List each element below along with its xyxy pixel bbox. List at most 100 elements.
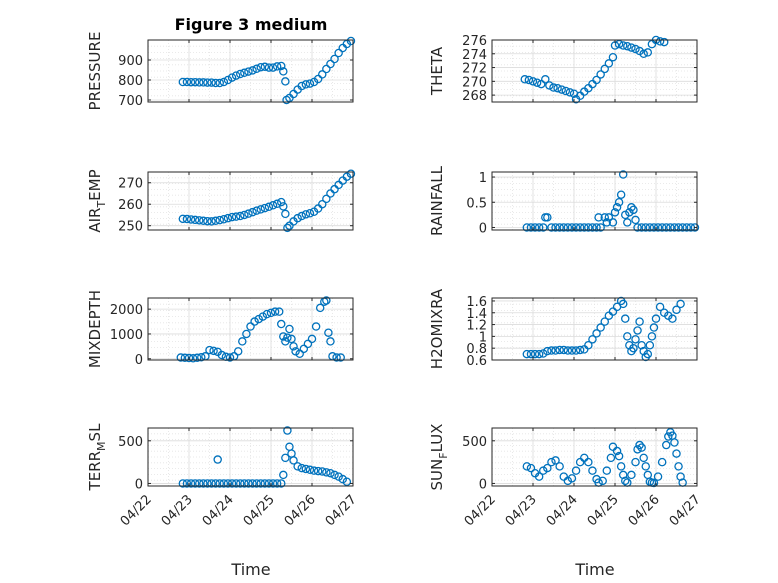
- data-point: [223, 213, 233, 223]
- data-point: [567, 223, 577, 232]
- data-point: [520, 75, 530, 84]
- data-point: [176, 353, 186, 362]
- data-point: [672, 449, 681, 458]
- y-axis-label: THETA: [428, 46, 446, 96]
- data-point: [604, 59, 614, 68]
- data-point: [330, 470, 339, 480]
- data-point: [178, 479, 188, 488]
- data-point: [627, 470, 636, 480]
- data-point: [655, 302, 665, 312]
- data-point: [223, 75, 233, 85]
- data-point: [608, 52, 618, 62]
- axes-box: [147, 39, 354, 103]
- data-point: [289, 456, 298, 465]
- data-point: [256, 479, 265, 488]
- data-point: [526, 223, 536, 232]
- y-tick-label: 268: [462, 89, 487, 104]
- data-point: [649, 223, 659, 232]
- data-point: [211, 216, 220, 226]
- data-point: [664, 432, 673, 441]
- data-point: [252, 206, 261, 215]
- data-point: [260, 479, 270, 488]
- data-point: [293, 213, 302, 223]
- data-point: [194, 78, 204, 87]
- y-tick-label: 0.8: [466, 342, 487, 357]
- data-point: [235, 69, 245, 79]
- y-tick-label: 250: [118, 220, 143, 235]
- data-point: [629, 343, 638, 353]
- data-point: [621, 476, 630, 486]
- data-point: [530, 349, 540, 359]
- data-point: [618, 170, 628, 179]
- data-point: [227, 73, 237, 82]
- data-point: [233, 347, 243, 356]
- subplot-mixdepth: 0 1000 2000 MIXDEPTH: [86, 290, 354, 368]
- y-axis-label: H2OMIXRA: [428, 288, 446, 369]
- axes-box: [491, 171, 698, 231]
- y-tick-label: 0.5: [466, 196, 487, 211]
- data-point: [199, 78, 208, 87]
- data-point: [322, 296, 331, 305]
- data-point: [227, 212, 237, 222]
- x-tick-label: 04/26: [282, 492, 319, 529]
- data-point: [651, 314, 661, 323]
- data-point: [543, 213, 552, 222]
- data-point: [657, 223, 667, 232]
- data-point: [584, 340, 593, 350]
- data-point: [231, 71, 241, 80]
- data-point: [268, 63, 278, 72]
- data-point: [670, 223, 679, 232]
- data-point: [627, 43, 636, 52]
- data-point: [666, 223, 675, 232]
- data-point: [618, 41, 628, 50]
- data-point: [248, 479, 257, 488]
- data-point: [240, 210, 249, 220]
- data-point: [244, 209, 253, 218]
- data-point: [602, 466, 612, 475]
- data-point: [217, 350, 227, 360]
- x-tick-label: 04/27: [323, 492, 360, 529]
- y-axis-label-main: SUN: [428, 459, 446, 491]
- data-point: [330, 54, 339, 64]
- x-tick-label: 04/26: [626, 492, 663, 529]
- axes-box: [491, 39, 698, 103]
- data-point: [256, 205, 265, 214]
- y-axis-label: RAINFALL: [428, 165, 446, 236]
- data-point: [580, 223, 589, 232]
- data-point: [592, 75, 601, 85]
- data-point: [283, 223, 292, 233]
- y-axis-label-main: AIR: [86, 208, 104, 233]
- data-point: [522, 462, 532, 471]
- data-point: [633, 445, 642, 454]
- data-point: [526, 463, 536, 473]
- data-point: [209, 346, 218, 356]
- data-point: [549, 83, 558, 92]
- data-point: [649, 323, 659, 332]
- y-axis-label: MIXDEPTH: [86, 290, 104, 368]
- data-point: [279, 332, 288, 341]
- y-tick-label: 270: [118, 177, 143, 192]
- data-point: [281, 209, 290, 219]
- data-point: [299, 344, 309, 354]
- data-point: [539, 223, 548, 232]
- data-point: [317, 70, 327, 79]
- data-point: [608, 218, 618, 227]
- data-point: [528, 77, 538, 86]
- data-point: [639, 49, 648, 59]
- y-tick-label: 274: [462, 48, 487, 63]
- data-point: [289, 342, 298, 351]
- data-point: [555, 345, 564, 355]
- data-point: [584, 223, 593, 232]
- data-point: [180, 353, 190, 363]
- data-point: [301, 464, 311, 474]
- data-point: [592, 223, 601, 232]
- data-point: [668, 314, 677, 323]
- data-point: [608, 307, 618, 316]
- data-point: [268, 201, 278, 210]
- data-point: [276, 479, 286, 488]
- data-point: [283, 426, 292, 435]
- data-point: [240, 479, 249, 488]
- data-point: [526, 349, 536, 359]
- y-axis-label-rest: EMP: [86, 169, 104, 200]
- data-point: [571, 223, 581, 232]
